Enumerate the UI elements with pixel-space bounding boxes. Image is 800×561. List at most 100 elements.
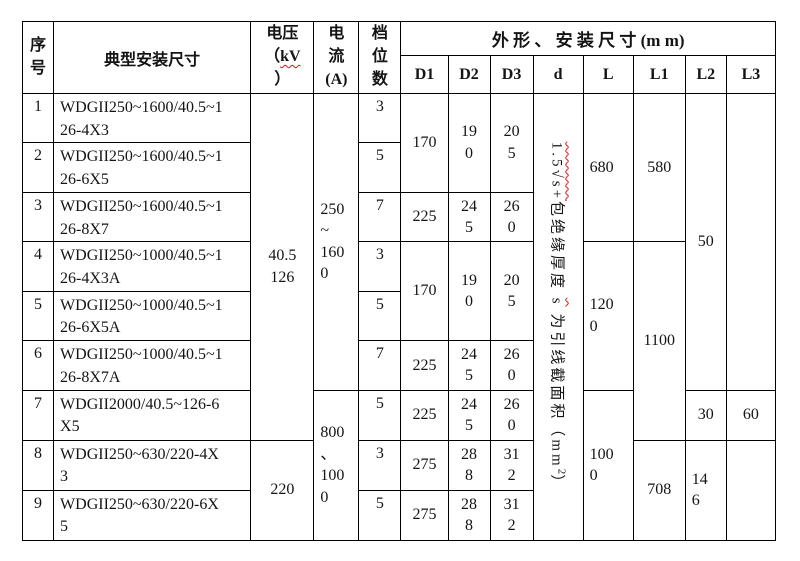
cell-r9-gears: 5 (358, 489, 402, 541)
header-l1: L1 (632, 55, 686, 94)
cell-r5-model: WDGII250~1000/40.5~1 26-6X5A (53, 290, 252, 342)
d-note-part5: ） (548, 474, 565, 493)
cell-l2-r1-6: 50 (684, 93, 727, 391)
cell-r5-gears: 5 (358, 290, 402, 342)
table-row: 6 WDGII250~1000/40.5~1 26-8X7A 7 225 24 … (21, 340, 776, 391)
cell-l3-r1-6-empty (725, 93, 777, 391)
cell-r1-model: WDGII250~1600/40.5~1 26-4X3 (53, 92, 252, 144)
cell-r5-no: 5 (21, 290, 55, 342)
header-voltage-kv: kV (280, 48, 301, 66)
table-row: 9 WDGII250~630/220-6X 5 5 275 28 8 31 2 (21, 489, 776, 541)
header-d3: D3 (489, 55, 534, 94)
table-row: 7 WDGII2000/40.5~126-6 X5 800 、 100 0 5 … (21, 389, 777, 541)
cell-l1-r4-7: 1100 (632, 241, 686, 441)
cell-d2-r3: 24 5 (447, 191, 491, 243)
cell-l1-r8-9: 708 (632, 439, 686, 541)
cell-d2-r8: 28 8 (447, 439, 491, 491)
cell-l3-r8-9-empty (725, 439, 777, 541)
cell-d3-r1-2: 20 5 (489, 93, 534, 193)
cell-d3-r4-5: 20 5 (489, 241, 534, 342)
cell-d1-r3: 225 (400, 191, 449, 243)
d-note-part2: 包绝缘厚度 (548, 200, 565, 298)
cell-r3-no: 3 (21, 191, 55, 243)
cell-d2-r1-2: 19 0 (447, 93, 491, 193)
cell-r4-gears: 3 (358, 241, 402, 292)
table-row: 5 WDGII250~1000/40.5~1 26-6X5A 5 (21, 290, 776, 342)
cell-l-r7-9: 100 0 (582, 389, 634, 541)
cell-r6-gears: 7 (358, 340, 402, 391)
cell-d3-r8: 31 2 (489, 439, 534, 491)
cell-r2-no: 2 (21, 142, 55, 193)
cell-d3-r6: 26 0 (489, 340, 534, 391)
cell-r7-gears: 5 (358, 389, 402, 441)
cell-r6-model: WDGII250~1000/40.5~1 26-8X7A (53, 340, 252, 391)
cell-l2-r7: 30 (684, 389, 727, 441)
d-note-part4: 为引线截面积（mm (548, 306, 565, 469)
header-model: 典型安装尺寸 (53, 21, 252, 94)
cell-r6-no: 6 (21, 340, 55, 391)
header-gears: 档 位 数 (358, 21, 402, 94)
cell-r2-model: WDGII250~1600/40.5~1 26-6X5 (53, 142, 252, 193)
header-voltage-line1: 电压 (266, 25, 299, 43)
cell-d3-r9: 31 2 (489, 489, 534, 541)
header-d1: D1 (400, 55, 449, 94)
header-serial: 序 号 (21, 21, 55, 94)
header-l: L (582, 55, 634, 94)
cell-voltage-r1-7: 40.5 126 (250, 93, 315, 441)
cell-r8-gears: 3 (358, 439, 402, 491)
cell-l-r4-6: 120 0 (582, 241, 634, 391)
cell-d1-r1-2: 170 (400, 93, 449, 193)
spec-table: 序 号 典型安装尺寸 电压 （kV ） 电 流 (A) 档 位 数 外 形 、 … (21, 21, 777, 541)
cell-r7-model: WDGII2000/40.5~126-6 X5 (53, 389, 252, 441)
cell-d-note: 1.5√s+包绝缘厚度 s 为引线截面积（mm2） (532, 93, 584, 541)
cell-r8-model: WDGII250~630/220-4X 3 (53, 439, 252, 491)
cell-r9-no: 9 (21, 489, 55, 541)
cell-d1-r7: 225 (400, 389, 449, 441)
cell-r1-gears: 3 (358, 92, 402, 144)
cell-d2-r7: 24 5 (447, 389, 491, 441)
cell-r9-model: WDGII250~630/220-6X 5 (53, 489, 252, 541)
table-row: 3 WDGII250~1600/40.5~1 26-8X7 7 225 24 5… (21, 191, 776, 243)
cell-l-r1-3: 680 (582, 92, 634, 243)
cell-r3-model: WDGII250~1600/40.5~1 26-8X7 (53, 191, 252, 243)
cell-l1-r1-3: 580 (632, 92, 686, 243)
header-voltage: 电压 （kV ） (250, 21, 315, 94)
cell-r8-no: 8 (21, 439, 55, 491)
cell-r4-model: WDGII250~1000/40.5~1 26-4X3A (53, 241, 252, 292)
d-note-part3: s (548, 297, 565, 307)
cell-l3-r7: 60 (725, 389, 777, 441)
table-row: 8 WDGII250~630/220-4X 3 220 3 275 28 8 3… (21, 439, 777, 541)
cell-d3-r7: 26 0 (489, 389, 534, 441)
header-voltage-line3: ） (274, 70, 291, 88)
header-l3: L3 (725, 55, 777, 94)
cell-voltage-r8-9: 220 (250, 439, 315, 541)
cell-r7-no: 7 (21, 389, 55, 441)
cell-d2-r4-5: 19 0 (447, 241, 491, 342)
d-note-rotated-text: 1.5√s+包绝缘厚度 s 为引线截面积（mm2） (548, 142, 569, 493)
cell-r3-gears: 7 (358, 191, 402, 243)
cell-l2-r8-9: 14 6 (684, 439, 727, 541)
cell-current-r7-9: 800 、 100 0 (313, 389, 360, 541)
cell-r4-no: 4 (21, 241, 55, 292)
cell-d1-r9: 275 (400, 489, 449, 541)
table-row: 1 WDGII250~1600/40.5~1 26-4X3 40.5 126 2… (21, 92, 777, 541)
header-current: 电 流 (A) (313, 21, 360, 94)
table-row: 4 WDGII250~1000/40.5~1 26-4X3A 3 170 19 … (21, 241, 776, 441)
cell-current-r1-6: 250 ~ 160 0 (313, 93, 360, 391)
cell-r1-no: 1 (21, 92, 55, 144)
table-row: 2 WDGII250~1600/40.5~1 26-6X5 5 (21, 142, 776, 193)
cell-d1-r6: 225 (400, 340, 449, 391)
d-note-part1: 1.5√s+ (548, 141, 565, 201)
header-row-sub: D1 D2 D3 d L L1 L2 L3 (23, 55, 777, 94)
cell-d2-r9: 28 8 (447, 489, 491, 541)
header-d2: D2 (447, 55, 491, 94)
cell-d1-r8: 275 (400, 439, 449, 491)
cell-r2-gears: 5 (358, 142, 402, 193)
header-voltage-line2: （kV (252, 46, 313, 69)
cell-d3-r3: 26 0 (489, 191, 534, 243)
header-row-group: 序 号 典型安装尺寸 电压 （kV ） 电 流 (A) 档 位 数 外 形 、 … (21, 21, 776, 94)
header-dimensions-group: 外 形 、 安 装 尺 寸 (m m) (400, 21, 776, 56)
paren-open: （ (264, 48, 281, 66)
header-d: d (532, 55, 584, 94)
cell-d2-r6: 24 5 (447, 340, 491, 391)
